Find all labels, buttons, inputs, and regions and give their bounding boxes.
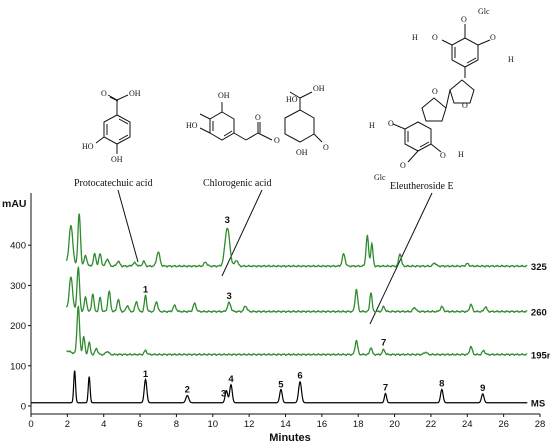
y-tick-label: 300 [10,281,26,292]
atom-glc: Glc [478,7,490,16]
series-label-260-nm: 260 nm [531,308,550,319]
trace-260-nm [65,266,528,314]
y-axis-label: mAU [2,198,27,210]
atom-o: O [432,87,438,96]
structure-chlorogenic-atoms: OH HO O O HO OH OH O [186,84,329,157]
atom-h: H [412,33,418,42]
x-tick-label: 26 [498,419,509,430]
peak-label-4: 4 [228,374,234,385]
atom-ho: HO [286,95,298,104]
atom-oh: OH [111,155,123,164]
x-tick-label: 24 [462,419,473,430]
structure-protocatechuic-acid [95,94,131,154]
peak-label-3: 3 [225,215,230,226]
series-label-ms: MS [531,399,545,410]
trace-325-nm [65,213,528,268]
structure-eleutheroside-atoms: Glc O O H O H O O O H O H O Glc [369,7,514,182]
atom-o: O [101,89,107,98]
atom-ho: HO [82,142,94,151]
label-chlorogenic-acid: Chlorogenic acid [203,178,272,189]
atom-o: O [462,101,468,110]
label-protocatechuic-acid: Protocatechuic acid [74,178,153,189]
pointer-lines [117,189,433,325]
x-tick-label: 2 [65,419,70,430]
x-tick-label: 12 [244,419,255,430]
atom-h: H [458,150,464,159]
series-label-195nm: 195nm [531,351,550,362]
structure-protocatechuic-atoms: O OH HO OH [82,89,141,164]
atom-oh: OH [313,84,325,93]
peak-label-7: 7 [381,338,386,349]
pointer-protocatechuic [117,189,139,263]
peak-label-2: 2 [185,385,190,396]
x-tick-label: 0 [28,419,33,430]
atom-o: O [255,113,261,122]
y-tick-label: 200 [10,321,26,332]
x-tick-label: 18 [353,419,364,430]
atom-h: H [508,55,514,64]
atom-o: O [440,151,446,160]
peak-label-3: 3 [226,291,231,302]
atom-h: H [369,121,375,130]
atom-glc: Glc [374,173,386,182]
atom-oh: OH [129,89,141,98]
x-axis-label: Minutes [269,432,311,444]
x-tick-label: 28 [535,419,546,430]
pointer-chlorogenic [221,189,263,277]
chromatogram-traces: 325 nm 260 nm 195nm MS [31,213,550,410]
label-eleutheroside-e: Eleutheroside E [390,181,454,192]
peak-label-9: 9 [480,383,485,394]
atom-oh: OH [218,91,230,100]
series-label-325-nm: 325 nm [531,262,550,273]
atom-o: O [432,33,438,42]
x-tick-label: 4 [101,419,106,430]
peak-label-3: 3 [221,389,226,400]
atom-o: O [323,143,329,152]
atom-o: O [388,119,394,128]
y-tick-label: 400 [10,241,26,252]
atom-o: O [274,136,280,145]
peak-label-5: 5 [278,379,284,390]
y-tick-label: 0 [21,401,26,412]
structure-eleutheroside-e [392,24,491,163]
x-tick-label: 20 [389,419,400,430]
trace-ms [31,370,528,404]
x-tick-label: 16 [317,419,328,430]
atom-ho: HO [186,121,198,130]
peak-label-1: 1 [143,285,149,296]
x-tick-label: 8 [174,419,179,430]
atom-o: O [490,33,496,42]
peak-label-7: 7 [383,383,388,394]
trace-195nm [66,305,528,357]
atom-o: O [461,15,467,24]
x-tick-label: 22 [426,419,437,430]
x-tick-label: 6 [137,419,142,430]
peak-label-8: 8 [439,379,444,390]
peak-label-1: 1 [143,369,149,380]
structure-chlorogenic-acid [199,91,323,143]
peak-label-6: 6 [297,371,302,382]
atom-o: O [400,161,406,170]
x-tick-label: 14 [280,419,291,430]
y-tick-label: 100 [10,361,26,372]
atom-oh: OH [296,148,308,157]
x-tick-label: 10 [207,419,218,430]
